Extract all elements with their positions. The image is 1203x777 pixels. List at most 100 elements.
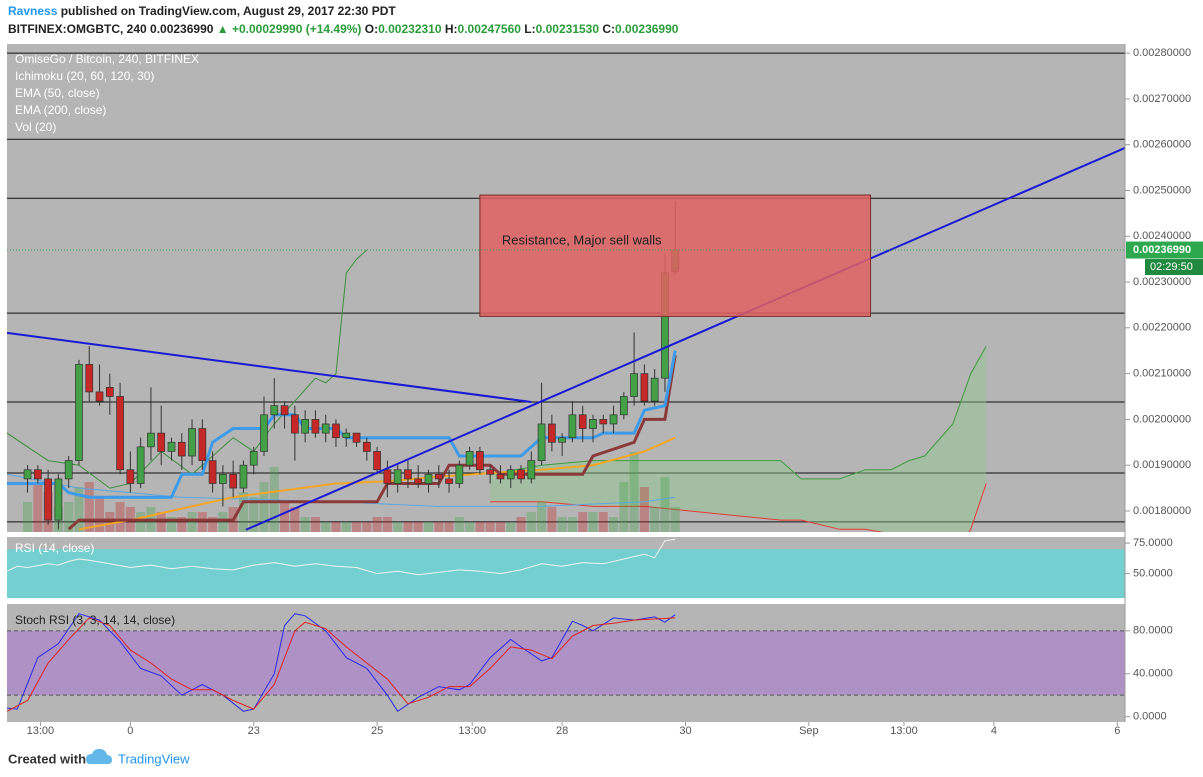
- volume-bar: [249, 497, 259, 532]
- volume-bar: [382, 517, 392, 532]
- ohlc-label: C:: [602, 22, 615, 36]
- author[interactable]: Ravness: [8, 4, 58, 18]
- x-tick-label: 4: [991, 725, 997, 737]
- ohlc-label: O:: [365, 22, 378, 36]
- y-tick-label: 0.00200000: [1133, 413, 1191, 425]
- candle-body: [280, 405, 289, 416]
- indicator-line: [7, 473, 676, 507]
- x-tick-label: 13:00: [27, 725, 55, 737]
- candle-body: [578, 414, 587, 429]
- volume-bar: [670, 507, 680, 532]
- candle-body: [373, 451, 381, 471]
- pane-title: RSI (14, close): [15, 541, 94, 555]
- trend-line: [7, 331, 532, 403]
- volume-bar: [362, 522, 372, 532]
- candle-body: [537, 423, 546, 461]
- candle-body: [383, 469, 392, 484]
- pane-title: OmiseGo / Bitcoin, 240, BITFINEX: [15, 52, 199, 66]
- volume-bar: [588, 512, 598, 532]
- ichimoku-cloud: [490, 346, 987, 532]
- band: [7, 549, 1125, 598]
- volume-bar: [465, 522, 475, 532]
- x-tick-label: Sep: [799, 725, 819, 737]
- volume-bar: [300, 517, 310, 532]
- candle-body: [486, 469, 495, 475]
- candle-body: [33, 469, 42, 480]
- volume-bar: [495, 522, 505, 532]
- candle-body: [393, 469, 402, 484]
- volume-bar: [238, 492, 248, 532]
- candle-body: [229, 473, 238, 489]
- volume-bar: [650, 507, 660, 532]
- candle-body: [414, 478, 423, 484]
- volume-bar: [156, 512, 166, 532]
- candle-body: [445, 478, 453, 484]
- created-with: Created with: [8, 751, 86, 766]
- volume-bar: [105, 512, 115, 532]
- candle-body: [352, 432, 361, 443]
- candle-body: [517, 469, 525, 480]
- y-tick-label: 80.0000: [1133, 625, 1173, 637]
- candle-body: [291, 414, 299, 434]
- candle-body: [44, 478, 52, 521]
- candle-body: [609, 414, 618, 425]
- candle-body: [116, 396, 124, 471]
- volume-bar: [115, 502, 125, 532]
- y-tick-label: 0.00220000: [1133, 322, 1191, 334]
- ohlc-value: 0.00231530: [536, 22, 600, 36]
- volume-bar: [629, 452, 639, 532]
- ohlc-label: L:: [524, 22, 535, 36]
- candle-body: [424, 473, 433, 484]
- x-tick-label: 13:00: [458, 725, 486, 737]
- candle-body: [476, 451, 484, 471]
- indicator-line: [7, 249, 368, 489]
- last-price-box: [1126, 241, 1203, 259]
- ohlc-value: 0.00247560: [458, 22, 522, 36]
- cloud-lower: [490, 483, 987, 532]
- candle-body: [619, 396, 628, 416]
- countdown-box: [1145, 259, 1203, 276]
- volume-bar: [506, 522, 516, 532]
- volume-bar: [84, 482, 94, 532]
- price: 0.00236990: [150, 22, 214, 36]
- x-tick-label: 6: [1114, 725, 1120, 737]
- volume-bar: [454, 517, 464, 532]
- x-tick-label: 0: [127, 725, 133, 737]
- candle-body: [506, 469, 515, 480]
- annotation-box: [479, 194, 872, 317]
- publish-line: Ravness published on TradingView.com, Au…: [8, 4, 396, 18]
- volume-bar: [310, 517, 320, 532]
- rsi-plot: RSI (14, close): [7, 538, 1125, 598]
- stoch-plot: Stoch RSI (3, 3, 14, 14, close): [7, 613, 1125, 713]
- candle-body: [558, 437, 566, 443]
- candle-body: [465, 451, 474, 466]
- pane-title: Stoch RSI (3, 3, 14, 14, close): [15, 613, 175, 627]
- candle-body: [157, 432, 166, 452]
- volume-bar: [197, 512, 207, 532]
- candle-body: [136, 446, 145, 484]
- change: ▲ +0.00029990 (+14.49%): [217, 22, 362, 36]
- volume-bar: [434, 522, 444, 532]
- indicator-label: Vol (20): [15, 120, 56, 134]
- y-tick-label: 0.00210000: [1133, 368, 1191, 380]
- candle-body: [321, 423, 330, 434]
- volume-bar: [619, 482, 629, 532]
- y-tick-label: 0.00180000: [1133, 505, 1191, 517]
- y-tick-label: 0.00280000: [1133, 47, 1191, 59]
- candle-body: [301, 419, 309, 434]
- candle-body: [219, 473, 227, 484]
- volume-bar: [403, 522, 413, 532]
- volume-bar: [444, 522, 454, 532]
- candle-body: [455, 464, 464, 484]
- brand[interactable]: TradingView: [118, 751, 190, 766]
- volume-bar: [639, 487, 649, 532]
- stoch-line: [7, 617, 676, 712]
- candle-body: [640, 373, 649, 402]
- brand-logo[interactable]: [86, 748, 112, 764]
- candle-body: [332, 423, 340, 439]
- x-tick-label: 23: [248, 725, 260, 737]
- y-tick-label: 50.0000: [1133, 568, 1173, 580]
- rsi-line: [7, 538, 676, 576]
- indicator-label: EMA (50, close): [15, 86, 100, 100]
